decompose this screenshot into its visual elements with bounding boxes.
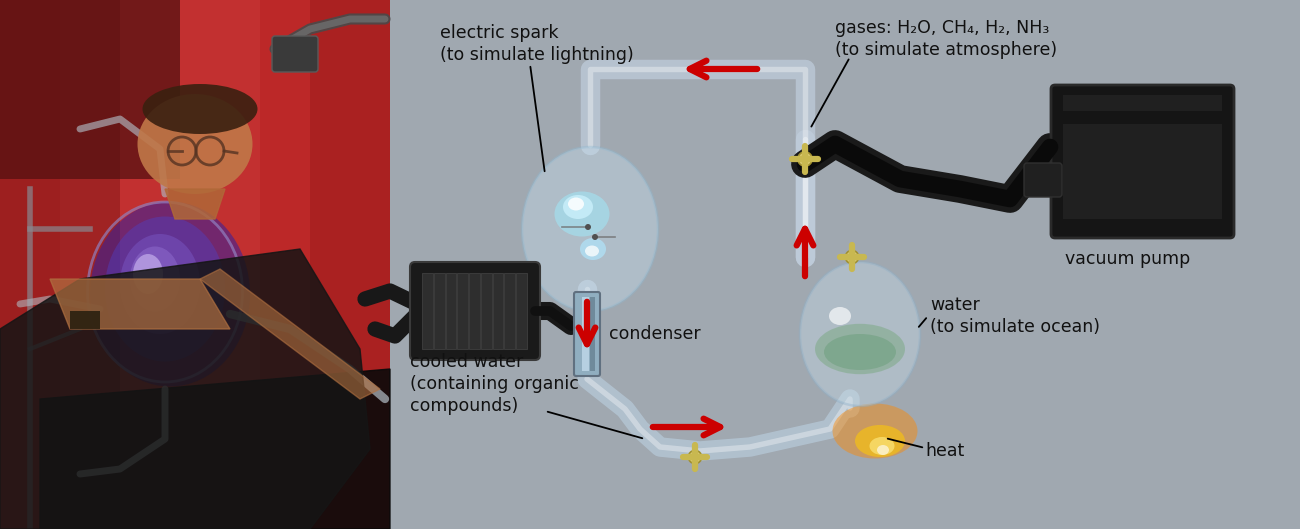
Bar bbox=[481, 273, 491, 349]
Polygon shape bbox=[0, 249, 370, 529]
Ellipse shape bbox=[800, 262, 920, 406]
Bar bbox=[0, 0, 179, 179]
Circle shape bbox=[845, 250, 858, 263]
Polygon shape bbox=[49, 279, 230, 329]
FancyBboxPatch shape bbox=[272, 36, 318, 72]
Ellipse shape bbox=[105, 216, 225, 361]
Bar bbox=[0, 0, 390, 529]
Polygon shape bbox=[165, 189, 225, 219]
Circle shape bbox=[585, 224, 592, 230]
Bar bbox=[1063, 124, 1222, 219]
Ellipse shape bbox=[120, 234, 200, 334]
Ellipse shape bbox=[832, 404, 918, 459]
Bar bbox=[434, 273, 445, 349]
Circle shape bbox=[798, 152, 812, 166]
FancyBboxPatch shape bbox=[1050, 85, 1234, 238]
Ellipse shape bbox=[878, 445, 889, 455]
Circle shape bbox=[689, 450, 702, 463]
Ellipse shape bbox=[143, 84, 257, 134]
FancyBboxPatch shape bbox=[575, 292, 601, 376]
Ellipse shape bbox=[130, 247, 179, 312]
Bar bbox=[516, 273, 526, 349]
Circle shape bbox=[592, 234, 598, 240]
Ellipse shape bbox=[855, 425, 905, 457]
Ellipse shape bbox=[555, 191, 610, 236]
Bar bbox=[504, 273, 515, 349]
Ellipse shape bbox=[523, 147, 658, 311]
Bar bbox=[446, 273, 456, 349]
Bar bbox=[469, 273, 480, 349]
Ellipse shape bbox=[815, 324, 905, 374]
Ellipse shape bbox=[138, 94, 252, 194]
Bar bbox=[458, 273, 468, 349]
Text: electric spark
(to simulate lightning): electric spark (to simulate lightning) bbox=[439, 24, 634, 64]
Bar bbox=[422, 273, 433, 349]
Text: cooled water
(containing organic
compounds): cooled water (containing organic compoun… bbox=[410, 353, 578, 415]
Text: water
(to simulate ocean): water (to simulate ocean) bbox=[930, 296, 1100, 336]
Polygon shape bbox=[200, 269, 380, 399]
Bar bbox=[70, 311, 100, 329]
Bar bbox=[582, 297, 589, 371]
Text: heat: heat bbox=[926, 442, 965, 460]
FancyBboxPatch shape bbox=[410, 262, 540, 360]
Ellipse shape bbox=[90, 202, 250, 387]
Bar bbox=[1063, 95, 1222, 111]
Ellipse shape bbox=[563, 195, 593, 219]
Bar bbox=[60, 0, 260, 529]
Text: gases: H₂O, CH₄, H₂, NH₃
(to simulate atmosphere): gases: H₂O, CH₄, H₂, NH₃ (to simulate at… bbox=[835, 19, 1057, 59]
Bar bbox=[390, 0, 1300, 529]
FancyBboxPatch shape bbox=[1024, 163, 1062, 197]
Bar bbox=[0, 0, 390, 529]
Bar bbox=[590, 297, 595, 371]
Ellipse shape bbox=[133, 254, 162, 294]
Bar bbox=[0, 0, 120, 529]
Polygon shape bbox=[40, 369, 390, 529]
Ellipse shape bbox=[824, 334, 896, 370]
Ellipse shape bbox=[829, 307, 852, 325]
Text: condenser: condenser bbox=[608, 325, 701, 343]
Ellipse shape bbox=[580, 238, 606, 260]
Text: vacuum pump: vacuum pump bbox=[1065, 250, 1191, 268]
Ellipse shape bbox=[585, 245, 599, 257]
Ellipse shape bbox=[568, 197, 584, 211]
Bar bbox=[493, 273, 503, 349]
Bar bbox=[309, 0, 390, 529]
Ellipse shape bbox=[870, 437, 894, 455]
